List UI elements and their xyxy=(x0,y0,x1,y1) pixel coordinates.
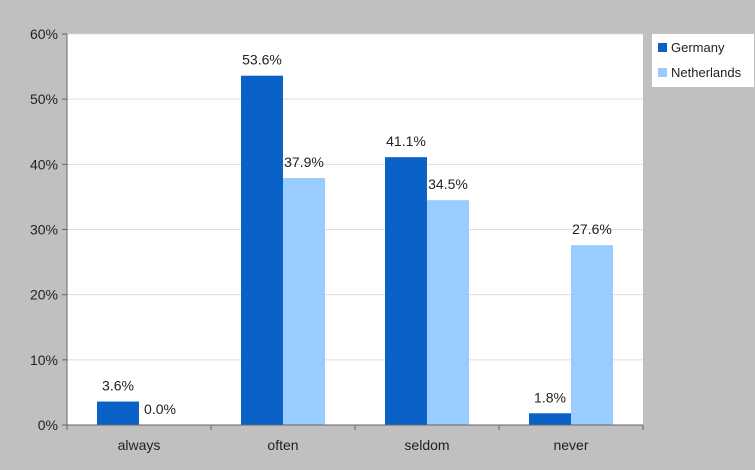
legend-label: Germany xyxy=(671,40,725,55)
legend-label: Netherlands xyxy=(671,65,742,80)
data-label: 34.5% xyxy=(428,176,468,192)
x-tick-label: seldom xyxy=(404,437,449,453)
y-tick-label: 30% xyxy=(30,222,58,238)
legend: Germany Netherlands xyxy=(652,34,754,87)
data-label: 37.9% xyxy=(284,154,324,170)
data-label: 1.8% xyxy=(534,389,566,405)
bar-germany-never xyxy=(529,413,571,425)
bar-germany-seldom xyxy=(385,157,427,426)
x-axis-ticks: always often seldom never xyxy=(66,425,644,453)
x-tick-label: always xyxy=(118,437,161,453)
x-tick-label: never xyxy=(553,437,588,453)
y-tick-label: 60% xyxy=(30,26,58,42)
bar-germany-often xyxy=(241,75,283,425)
data-label: 41.1% xyxy=(386,133,426,149)
y-tick-label: 10% xyxy=(30,352,58,368)
y-tick-label: 20% xyxy=(30,287,58,303)
y-axis-ticks: 0% 10% 20% 30% 40% 50% 60% xyxy=(30,26,67,433)
data-labels: 3.6% 0.0% 53.6% 37.9% 41.1% 34.5% 1.8% 27.6% xyxy=(102,52,612,417)
legend-swatch xyxy=(658,43,667,52)
gridlines xyxy=(67,33,643,361)
data-label: 0.0% xyxy=(144,401,176,417)
legend-box xyxy=(652,34,754,87)
bars xyxy=(97,75,613,426)
data-label: 3.6% xyxy=(102,378,134,394)
y-tick-label: 40% xyxy=(30,156,58,172)
bar-germany-always xyxy=(97,401,139,425)
x-tick-label: often xyxy=(267,437,298,453)
data-label: 53.6% xyxy=(242,52,282,68)
y-tick-label: 0% xyxy=(38,417,58,433)
data-label: 27.6% xyxy=(572,221,612,237)
bar-netherlands-often xyxy=(283,178,325,425)
y-tick-label: 50% xyxy=(30,91,58,107)
bar-netherlands-seldom xyxy=(427,200,469,425)
legend-swatch xyxy=(658,68,667,77)
bar-netherlands-never xyxy=(571,245,613,425)
